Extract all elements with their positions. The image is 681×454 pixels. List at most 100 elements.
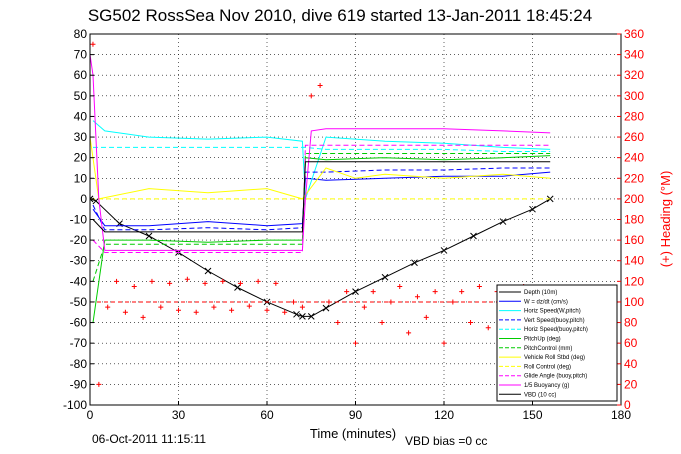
heading-point [90,41,96,47]
y2-tick-label: 80 [624,316,638,330]
heading-point [299,304,305,310]
y-tick-label: 20 [74,151,88,165]
legend-label: Roll Control (deg) [524,364,571,370]
footer-timestamp: 06-Oct-2011 11:15:11 [92,432,206,446]
series-line-depth-10m [90,198,551,317]
heading-point [379,320,385,326]
y2-tick-label: 300 [624,89,644,103]
legend-label: Vert Speed(buoy,pitch) [524,318,585,324]
y2-tick-label: 280 [624,109,644,123]
heading-point [202,280,208,286]
y2-tick-label: 140 [624,254,644,268]
y-axis-right: 0 20 40 60 80 100 120 140 160 180 200 220 240 260 280 3… [617,27,644,412]
y2-tick-label: 0 [624,398,631,412]
y-tick-label: -100 [63,398,87,412]
y2-tick-label: 220 [624,171,644,185]
heading-point [255,278,261,284]
legend-box [496,284,618,402]
depth-point [381,273,389,281]
heading-point [122,309,128,315]
heading-point [96,381,102,387]
series-line-pitchcontrol-mm [92,153,551,282]
x-tick-label: 150 [522,408,542,422]
legend-label: Horiz Speed(W,pitch) [524,309,581,315]
series-line-w-dz-dt-cm-s [92,171,551,227]
heading-point [282,309,288,315]
legend-label: Horiz Speed(buoy,pitch) [524,327,588,333]
x-tick-label: 90 [349,408,363,422]
legend-label: Depth (10m) [524,290,557,296]
heading-point [353,340,358,346]
y2-tick-label: 160 [624,233,644,247]
heading-point [450,299,456,305]
heading-point [131,283,137,289]
heading-point [468,320,474,326]
depth-point [204,267,212,275]
heading-point [476,283,482,289]
y-tick-label: -30 [70,254,88,268]
legend-label: 1/5 Buoyancy (g) [524,383,569,389]
heading-point [193,309,199,315]
series-line-1-5-buoyancy-g [90,54,551,251]
legend-label: W = dz/dt (cm/s) [524,299,568,305]
x-tick-label: 120 [434,408,454,422]
heading-point [140,314,146,320]
y2-tick-label: 20 [624,377,638,391]
y2-tick-label: 320 [624,68,644,82]
chart-title: SG502 RossSea Nov 2010, dive 619 started… [88,6,592,25]
depth-point [411,259,418,267]
heading-point [273,280,279,286]
heading-point [114,278,120,284]
heading-point [317,83,323,89]
heading-point [229,307,235,313]
legend-label: PitchUp (deg) [524,337,561,343]
legend-label: Glide Angle (buoy,pitch) [524,374,587,380]
heading-point [211,304,217,310]
heading-point [291,299,297,305]
heading-point [167,280,173,286]
x-axis: 0 30 60 90 120 150 180 [87,401,631,422]
depth-point [293,310,300,318]
depth-point [529,205,536,213]
depth-point [322,304,330,312]
heading-point [397,283,403,289]
depth-point [307,313,315,320]
heading-point [370,289,376,295]
y2-tick-label: 240 [624,151,644,165]
x-axis-label: Time (minutes) [310,426,396,441]
series-line-pitchup-deg [92,155,551,323]
footer-vbd-bias: VBD bias =0 cc [405,434,487,448]
legend-label: PitchControl (mm) [524,346,572,352]
heading-point [485,325,491,331]
y-tick-label: 80 [74,27,88,41]
y-tick-label: -50 [70,295,88,309]
heading-point [246,303,252,309]
y2-tick-label: 260 [624,130,644,144]
legend: Depth (10m) W = dz/dt (cm/s) Horiz Speed(W… [496,284,618,402]
heading-point [264,307,270,313]
y2-tick-label: 340 [624,48,644,62]
plot-area [90,41,621,387]
y2-tick-label: 180 [624,213,644,227]
legend-label: VBD (10 cc) [524,392,556,398]
series-line-vehicle-roll-stbd-deg [90,137,551,200]
y2-tick-label: 60 [624,336,638,350]
heading-point [441,340,447,346]
heading-point [459,289,465,295]
depth-point [499,218,507,225]
heading-point [388,299,394,305]
y2-tick-label: 40 [624,357,638,371]
heading-point [423,314,429,320]
x-tick-label: 0 [87,408,94,422]
y-tick-label: -70 [70,336,88,350]
heading-point [344,289,350,295]
heading-point [176,307,181,313]
y2-tick-label: 120 [624,274,644,288]
heading-point [326,299,332,305]
series-line-vbd-10-cc [92,161,551,233]
series-line-horiz-speed-w-pitch [92,120,551,200]
y-tick-label: 10 [74,171,88,185]
right-axis-label: (+) Heading (°M) [658,171,673,268]
heading-point [237,280,243,286]
